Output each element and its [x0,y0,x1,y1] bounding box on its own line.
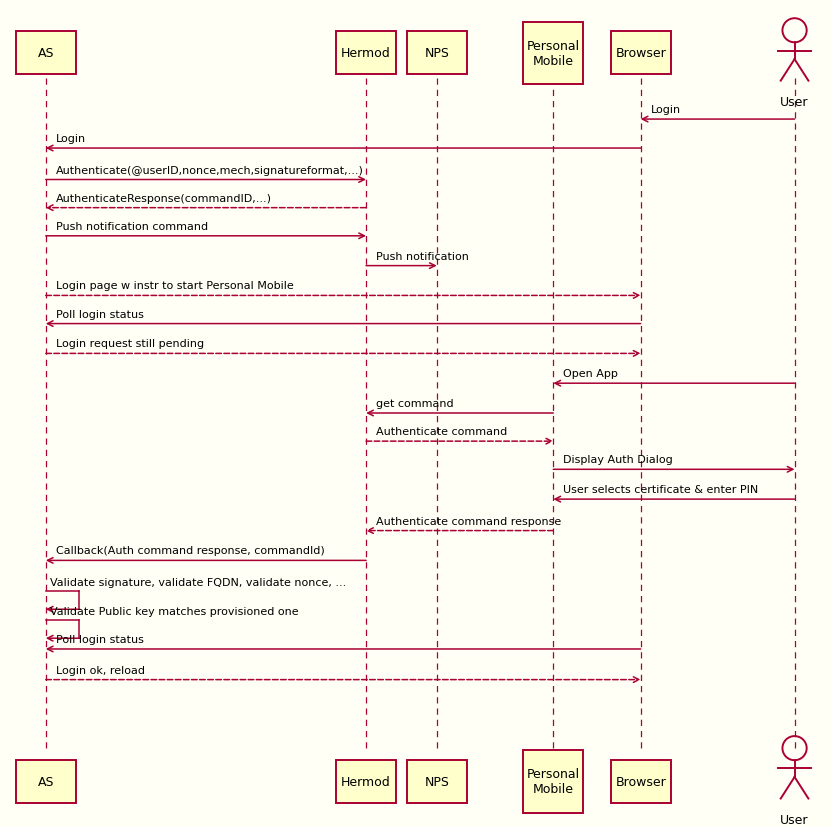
Text: Callback(Auth command response, commandId): Callback(Auth command response, commandI… [56,546,324,556]
Bar [16,32,76,75]
Text: Hermod: Hermod [341,775,391,788]
Text: User selects certificate & enter PIN: User selects certificate & enter PIN [563,485,759,495]
Text: Login request still pending: Login request still pending [56,339,204,349]
Text: NPS: NPS [424,47,449,60]
Bar [336,32,396,75]
Text: User: User [780,813,809,826]
Text: Display Auth Dialog: Display Auth Dialog [563,455,673,465]
Text: Poll login status: Poll login status [56,634,144,644]
Text: Validate signature, validate FQDN, validate nonce, ...: Validate signature, validate FQDN, valid… [50,577,346,587]
Text: Hermod: Hermod [341,47,391,60]
Text: Authenticate(@userID,nonce,mech,signatureformat,...): Authenticate(@userID,nonce,mech,signatur… [56,165,364,175]
Bar [407,32,467,75]
Text: Authenticate command: Authenticate command [376,427,508,437]
Text: Push notification command: Push notification command [56,222,208,232]
Text: Login: Login [651,105,681,115]
Text: Open App: Open App [563,369,618,379]
Text: get command: get command [376,399,453,409]
Text: Authenticate command response: Authenticate command response [376,516,562,526]
Bar [16,760,76,803]
Text: Personal
Mobile: Personal Mobile [527,40,580,68]
Bar [523,751,583,812]
Text: AS: AS [37,47,54,60]
Text: Login ok, reload: Login ok, reload [56,665,145,675]
Text: Personal
Mobile: Personal Mobile [527,767,580,796]
Bar [611,760,671,803]
Text: Push notification: Push notification [376,251,469,261]
Bar [523,22,583,84]
Bar [336,760,396,803]
Text: Poll login status: Poll login status [56,309,144,319]
Bar [611,32,671,75]
Bar [407,760,467,803]
Text: AuthenticateResponse(commandID,...): AuthenticateResponse(commandID,...) [56,194,272,203]
Text: User: User [780,96,809,109]
Text: Login page w instr to start Personal Mobile: Login page w instr to start Personal Mob… [56,281,294,291]
Text: Validate Public key matches provisioned one: Validate Public key matches provisioned … [50,606,299,616]
Text: Browser: Browser [616,47,666,60]
Text: Login: Login [56,134,86,144]
Text: Browser: Browser [616,775,666,788]
Text: NPS: NPS [424,775,449,788]
Text: AS: AS [37,775,54,788]
